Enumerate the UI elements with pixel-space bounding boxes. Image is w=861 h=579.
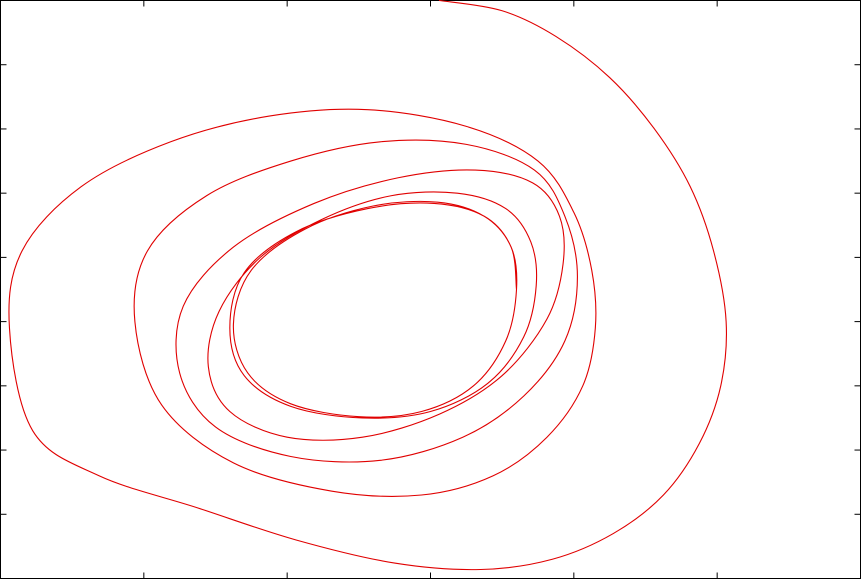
series-layer bbox=[8, 0, 727, 571]
series-line-trajectory bbox=[8, 0, 727, 571]
